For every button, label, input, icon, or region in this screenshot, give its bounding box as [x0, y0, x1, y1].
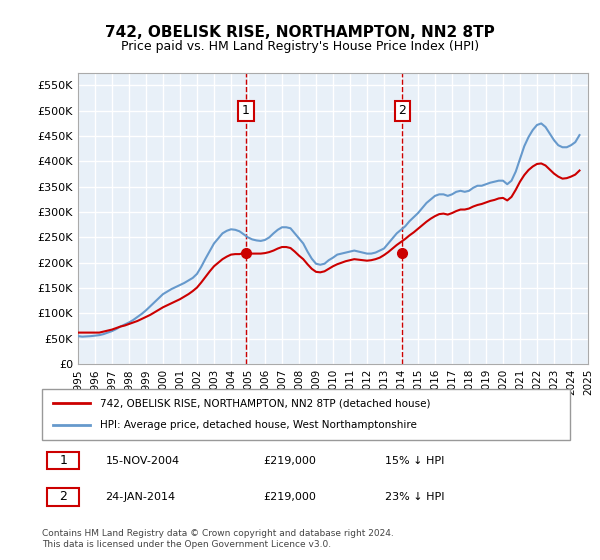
Text: 23% ↓ HPI: 23% ↓ HPI — [385, 492, 445, 502]
Text: 24-JAN-2014: 24-JAN-2014 — [106, 492, 175, 502]
Text: £219,000: £219,000 — [264, 456, 317, 465]
Text: Contains HM Land Registry data © Crown copyright and database right 2024.
This d: Contains HM Land Registry data © Crown c… — [42, 529, 394, 549]
FancyBboxPatch shape — [47, 488, 79, 506]
Text: 1: 1 — [242, 104, 250, 117]
FancyBboxPatch shape — [42, 389, 570, 440]
Text: 742, OBELISK RISE, NORTHAMPTON, NN2 8TP (detached house): 742, OBELISK RISE, NORTHAMPTON, NN2 8TP … — [100, 398, 431, 408]
Text: 15-NOV-2004: 15-NOV-2004 — [106, 456, 179, 465]
Text: 15% ↓ HPI: 15% ↓ HPI — [385, 456, 445, 465]
Text: 2: 2 — [398, 104, 406, 117]
Text: HPI: Average price, detached house, West Northamptonshire: HPI: Average price, detached house, West… — [100, 421, 417, 431]
Text: Price paid vs. HM Land Registry's House Price Index (HPI): Price paid vs. HM Land Registry's House … — [121, 40, 479, 53]
FancyBboxPatch shape — [47, 452, 79, 469]
Text: £219,000: £219,000 — [264, 492, 317, 502]
Text: 1: 1 — [59, 454, 67, 467]
Text: 742, OBELISK RISE, NORTHAMPTON, NN2 8TP: 742, OBELISK RISE, NORTHAMPTON, NN2 8TP — [105, 25, 495, 40]
Text: 2: 2 — [59, 491, 67, 503]
